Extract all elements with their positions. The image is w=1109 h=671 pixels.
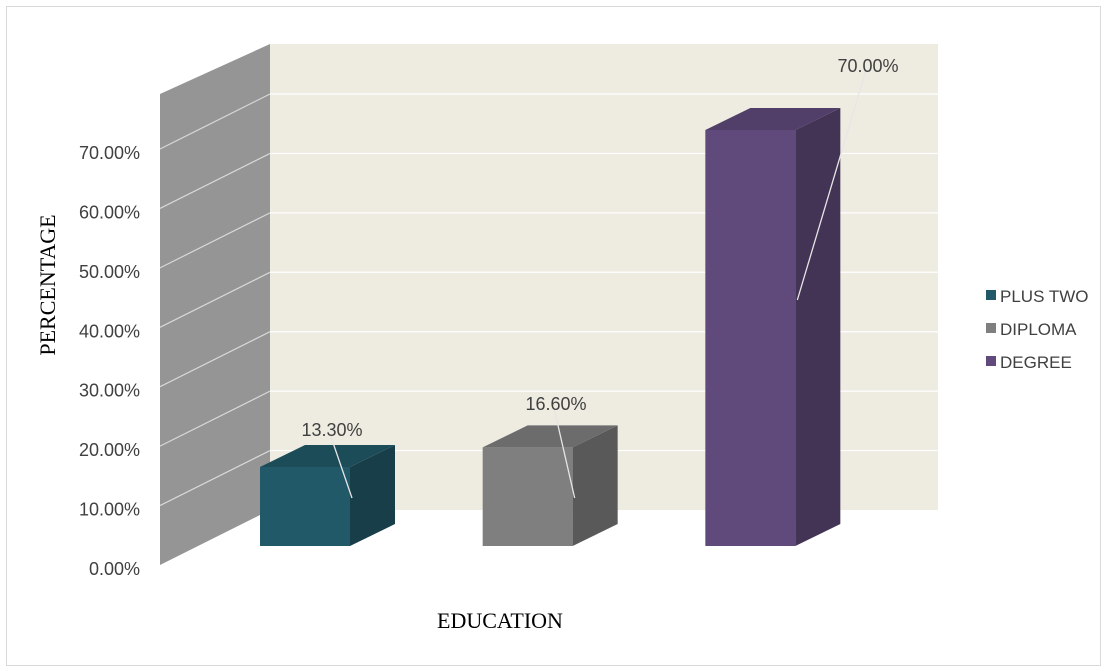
legend-label: PLUS TWO	[1000, 287, 1088, 306]
bar-front	[482, 447, 573, 546]
legend-label: DIPLOMA	[1000, 320, 1077, 339]
data-label: 70.00%	[837, 56, 898, 76]
y-tick-label: 70.00%	[79, 143, 140, 163]
legend-swatch	[986, 290, 996, 300]
bar-top	[705, 108, 841, 130]
y-tick-label: 40.00%	[79, 321, 140, 341]
y-tick-label: 50.00%	[79, 262, 140, 282]
bars	[260, 108, 841, 546]
legend-swatch	[986, 323, 996, 333]
gridline-side	[159, 93, 271, 150]
x-axis-title: EDUCATION	[437, 608, 563, 633]
data-label: 16.60%	[525, 394, 586, 414]
side-wall	[160, 44, 270, 565]
leader-line	[553, 407, 576, 499]
y-tick-label: 10.00%	[79, 500, 140, 520]
y-axis-title: PERCENTAGE	[35, 214, 60, 355]
gridline-side	[159, 450, 271, 507]
y-tick-labels: 0.00% 10.00% 20.00% 30.00% 40.00% 50.00% 60.00…	[79, 143, 140, 579]
bar-front	[705, 130, 796, 546]
bar-side	[350, 444, 395, 546]
legend-swatch	[986, 356, 996, 366]
bar-side	[572, 425, 618, 546]
bar-front	[260, 466, 350, 546]
gridline-side	[159, 331, 271, 388]
y-tick-label: 20.00%	[79, 440, 140, 460]
data-labels: 13.30% 16.60% 70.00%	[301, 56, 899, 499]
gridline-side	[159, 152, 271, 209]
leader-line	[796, 69, 867, 301]
legend: PLUS TWO DIPLOMA DEGREE	[986, 287, 1088, 372]
data-label: 13.30%	[301, 420, 362, 440]
y-tick-label: 0.00%	[89, 559, 140, 579]
bar-top	[260, 444, 395, 467]
gridline-side	[159, 390, 271, 447]
y-tick-label: 30.00%	[79, 381, 140, 401]
legend-label: DEGREE	[1000, 353, 1072, 372]
gridline-side	[159, 271, 271, 328]
chart-frame	[6, 6, 1101, 666]
bar-side	[795, 108, 841, 546]
y-tick-label: 60.00%	[79, 202, 140, 222]
leader-line	[329, 433, 353, 499]
bar-top	[482, 425, 618, 448]
gridline-side	[159, 212, 271, 269]
